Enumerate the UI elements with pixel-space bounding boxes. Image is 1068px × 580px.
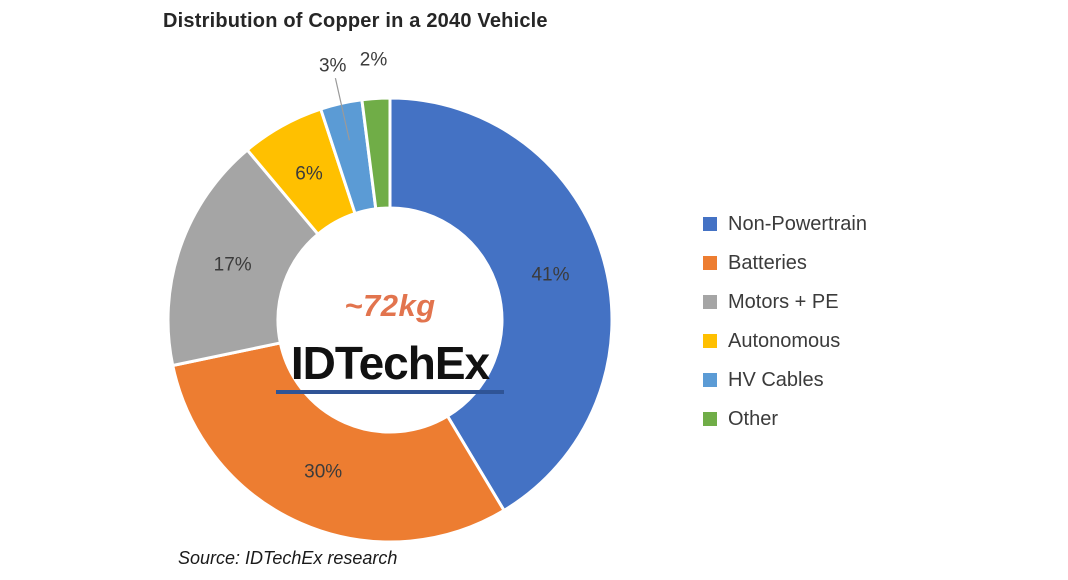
legend-label: Other xyxy=(728,407,779,430)
legend: Non-Powertrain Batteries Motors + PE Autono… xyxy=(703,212,867,431)
slice-label-motors-pe: 17% xyxy=(214,255,252,276)
legend-item-hv-cables: HV Cables xyxy=(703,368,867,392)
legend-swatch xyxy=(703,256,717,270)
chart-title: Distribution of Copper in a 2040 Vehicle xyxy=(163,10,548,32)
pie-slice-motors-pe xyxy=(166,148,320,367)
slice-label-non-powertrain: 41% xyxy=(531,265,569,286)
legend-swatch xyxy=(703,412,717,426)
legend-label: Autonomous xyxy=(728,329,841,352)
source-note: Source: IDTechEx research xyxy=(178,548,398,568)
slice-label-batteries: 30% xyxy=(304,462,342,483)
legend-swatch xyxy=(703,373,717,387)
legend-swatch xyxy=(703,295,717,309)
legend-item-non-powertrain: Non-Powertrain xyxy=(703,212,867,236)
pie-slice-batteries xyxy=(171,341,506,544)
slice-label-autonomous: 6% xyxy=(295,164,323,185)
legend-label: Motors + PE xyxy=(728,290,839,313)
slice-label-hv-cables: 3% xyxy=(319,55,347,76)
legend-item-motors-pe: Motors + PE xyxy=(703,290,867,314)
legend-label: Batteries xyxy=(728,251,807,274)
legend-label: HV Cables xyxy=(728,368,824,391)
legend-swatch xyxy=(703,217,717,231)
slice-label-other: 2% xyxy=(360,50,388,71)
leader-line-hv-cables xyxy=(334,77,350,141)
legend-item-other: Other xyxy=(703,407,867,431)
legend-item-batteries: Batteries xyxy=(703,251,867,275)
legend-item-autonomous: Autonomous xyxy=(703,329,867,353)
pie-slice-non-powertrain xyxy=(388,96,614,512)
legend-swatch xyxy=(703,334,717,348)
legend-label: Non-Powertrain xyxy=(728,212,867,235)
pie-slice-other xyxy=(360,96,392,211)
